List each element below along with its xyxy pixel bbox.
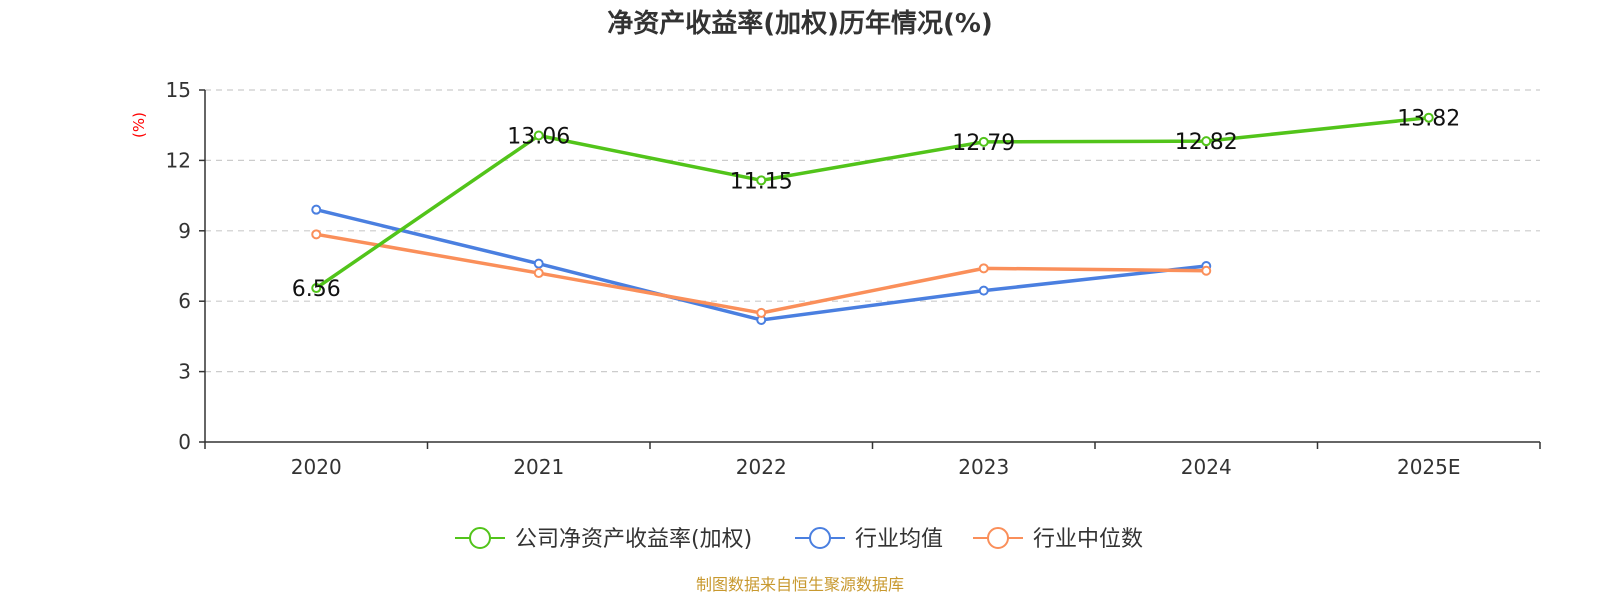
- data-point: [311, 204, 322, 215]
- x-tick-label: 2022: [736, 455, 787, 479]
- legend-label: 行业中位数: [1033, 527, 1143, 552]
- data-point: [311, 229, 322, 240]
- y-axis-label: (%): [130, 112, 148, 138]
- data-label: 13.82: [1397, 107, 1460, 132]
- data-label: 11.15: [730, 169, 793, 194]
- data-point: [756, 175, 767, 186]
- y-tick-label: 9: [178, 219, 191, 243]
- legend-marker: [469, 527, 491, 549]
- data-point: [978, 285, 989, 296]
- series-lines: [311, 112, 1434, 325]
- data-point: [978, 263, 989, 274]
- legend-marker: [809, 527, 831, 549]
- source-note: 制图数据来自恒生聚源数据库: [696, 575, 904, 594]
- x-tick-label: 2021: [513, 455, 564, 479]
- legend: 公司净资产收益率(加权) 行业均值 行业中位数: [455, 527, 1143, 552]
- x-tick-label: 2020: [291, 455, 342, 479]
- data-point: [311, 283, 322, 294]
- data-point: [1201, 136, 1212, 147]
- data-labels: 6.56 13.06 11.15 12.79 12.82 13.82: [292, 107, 1460, 302]
- data-point: [756, 307, 767, 318]
- data-label: 12.82: [1175, 130, 1238, 155]
- legend-label: 公司净资产收益率(加权): [515, 527, 752, 552]
- data-label: 13.06: [507, 125, 570, 150]
- x-tick-label: 2024: [1181, 455, 1232, 479]
- data-label: 6.56: [292, 277, 341, 302]
- data-point: [1423, 112, 1434, 123]
- data-point: [533, 258, 544, 269]
- legend-label: 行业均值: [855, 527, 943, 552]
- series-line: [315, 207, 1207, 322]
- y-tick-label: 12: [166, 148, 191, 172]
- y-tick-label: 6: [178, 289, 191, 313]
- data-point: [978, 136, 989, 147]
- data-point: [533, 130, 544, 141]
- y-tick-label: 15: [166, 78, 191, 102]
- y-tick-label: 3: [178, 360, 191, 384]
- data-point: [1201, 265, 1212, 276]
- y-tick-label: 0: [178, 430, 191, 454]
- x-tick-label: 2023: [958, 455, 1009, 479]
- x-tick-label: 2025E: [1397, 455, 1461, 479]
- data-label: 12.79: [952, 131, 1015, 156]
- series-line: [315, 115, 1429, 290]
- axes: 0 3 6 9 12 15 2020 2021 2022 2023 2024 2025E: [166, 78, 1541, 479]
- data-point: [533, 268, 544, 279]
- chart-title: 净资产收益率(加权)历年情况(%): [607, 8, 993, 39]
- legend-marker: [987, 527, 1009, 549]
- grid-lines: [205, 89, 1540, 373]
